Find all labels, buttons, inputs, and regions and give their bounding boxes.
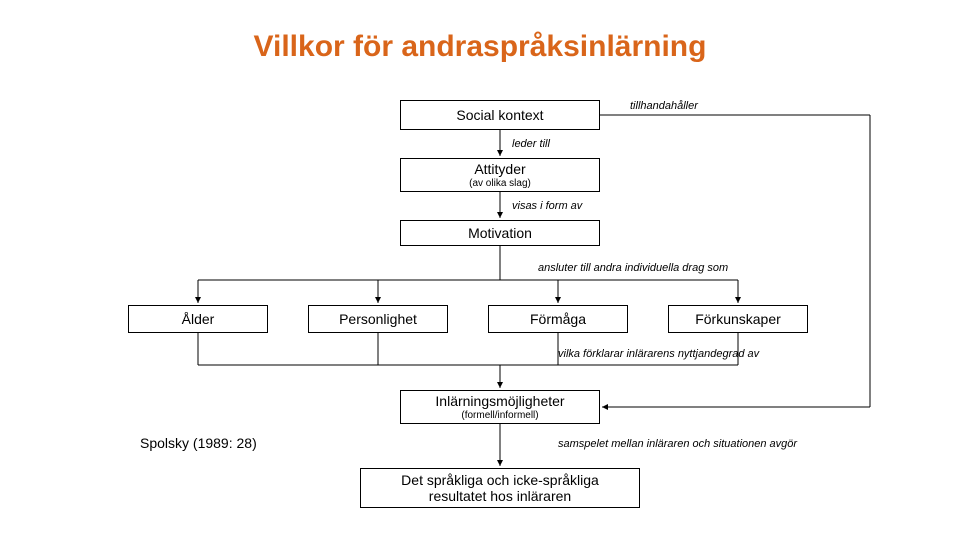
box-alder: Ålder <box>128 305 268 333</box>
edge-label-visas: visas i form av <box>512 200 582 212</box>
box-label: Inlärningsmöjligheter <box>435 393 564 409</box>
box-label: Förkunskaper <box>695 311 781 327</box>
box-social-kontext: Social kontext <box>400 100 600 130</box>
box-label: Personlighet <box>339 311 417 327</box>
box-label-line2: resultatet hos inläraren <box>429 488 571 504</box>
box-forkunskaper: Förkunskaper <box>668 305 808 333</box>
box-label: Ålder <box>182 311 215 327</box>
edge-label-samspelet: samspelet mellan inläraren och situation… <box>558 438 797 450</box>
box-inlarningsmojligheter: Inlärningsmöjligheter (formell/informell… <box>400 390 600 424</box>
edge-label-leder-till: leder till <box>512 138 550 150</box>
box-personlighet: Personlighet <box>308 305 448 333</box>
box-sublabel: (formell/informell) <box>461 410 538 421</box>
edge-label-tillhandahaller: tillhandahåller <box>630 100 698 112</box>
box-label: Förmåga <box>530 311 586 327</box>
edge-label-vilka: vilka förklarar inlärarens nyttjandegrad… <box>558 348 759 360</box>
box-motivation: Motivation <box>400 220 600 246</box>
box-attityder: Attityder (av olika slag) <box>400 158 600 192</box>
page-title: Villkor för andraspråksinlärning <box>0 30 960 64</box>
box-label: Social kontext <box>456 107 543 123</box>
box-formaga: Förmåga <box>488 305 628 333</box>
box-sublabel: (av olika slag) <box>469 178 531 189</box>
box-label: Attityder <box>474 161 525 177</box>
box-resultat: Det språkliga och icke-språkliga resulta… <box>360 468 640 508</box>
box-label: Motivation <box>468 225 532 241</box>
arrows-svg <box>0 0 960 540</box>
citation: Spolsky (1989: 28) <box>140 435 257 451</box>
edge-label-ansluter: ansluter till andra individuella drag so… <box>538 262 728 274</box>
box-label-line1: Det språkliga och icke-språkliga <box>401 472 599 488</box>
